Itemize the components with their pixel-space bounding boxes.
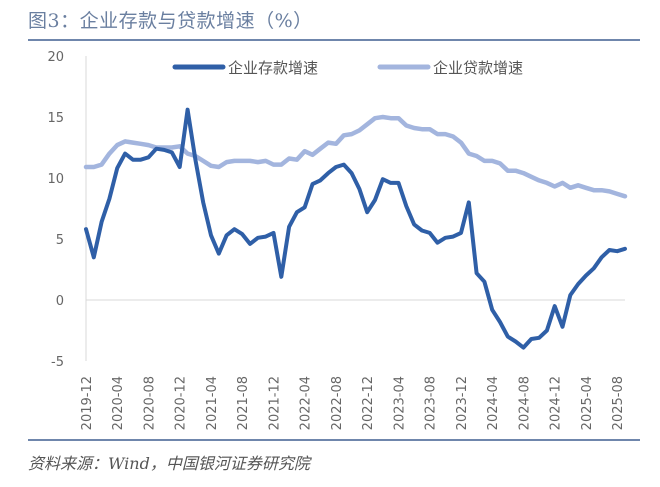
- x-tick-label: 2023-12: [455, 376, 470, 430]
- y-tick-label: 5: [56, 233, 64, 248]
- x-tick-label: 2024-08: [517, 376, 532, 430]
- x-tick-label: 2021-08: [236, 376, 251, 430]
- x-tick-label: 2021-04: [205, 376, 220, 430]
- source-note: 资料来源：Wind，中国银河证券研究院: [28, 454, 310, 473]
- x-tick-label: 2022-04: [299, 376, 314, 430]
- x-tick-label: 2024-12: [549, 376, 564, 430]
- chart-title: 图3：企业存款与贷款增速（%）: [28, 10, 313, 32]
- series-line-deposit: [84, 107, 627, 350]
- y-tick-label: 15: [47, 111, 64, 126]
- x-tick-label: 2020-08: [142, 376, 157, 430]
- x-tick-label: 2022-12: [361, 376, 376, 430]
- x-tick-label: 2020-04: [111, 376, 126, 430]
- x-tick-label: 2020-12: [174, 376, 189, 430]
- x-tick-label: 2023-04: [392, 376, 407, 430]
- x-tick-label: 2023-08: [424, 376, 439, 430]
- x-tick-label: 2024-04: [486, 376, 501, 430]
- x-tick-label: 2025-08: [611, 376, 626, 430]
- y-tick-label: 20: [47, 50, 64, 65]
- y-tick-label: 10: [47, 172, 64, 187]
- x-tick-label: 2025-04: [580, 376, 595, 430]
- footer-divider: [28, 439, 640, 441]
- legend-label: 企业贷款增速: [433, 59, 523, 77]
- y-tick-label: -5: [51, 355, 64, 370]
- title-divider: [28, 39, 640, 41]
- series-line-loan: [83, 114, 628, 199]
- y-tick-label: 0: [56, 294, 64, 309]
- x-tick-label: 2022-08: [330, 376, 345, 430]
- legend-label: 企业存款增速: [228, 59, 318, 77]
- x-tick-label: 2019-12: [80, 376, 95, 430]
- x-tick-label: 2021-12: [267, 376, 282, 430]
